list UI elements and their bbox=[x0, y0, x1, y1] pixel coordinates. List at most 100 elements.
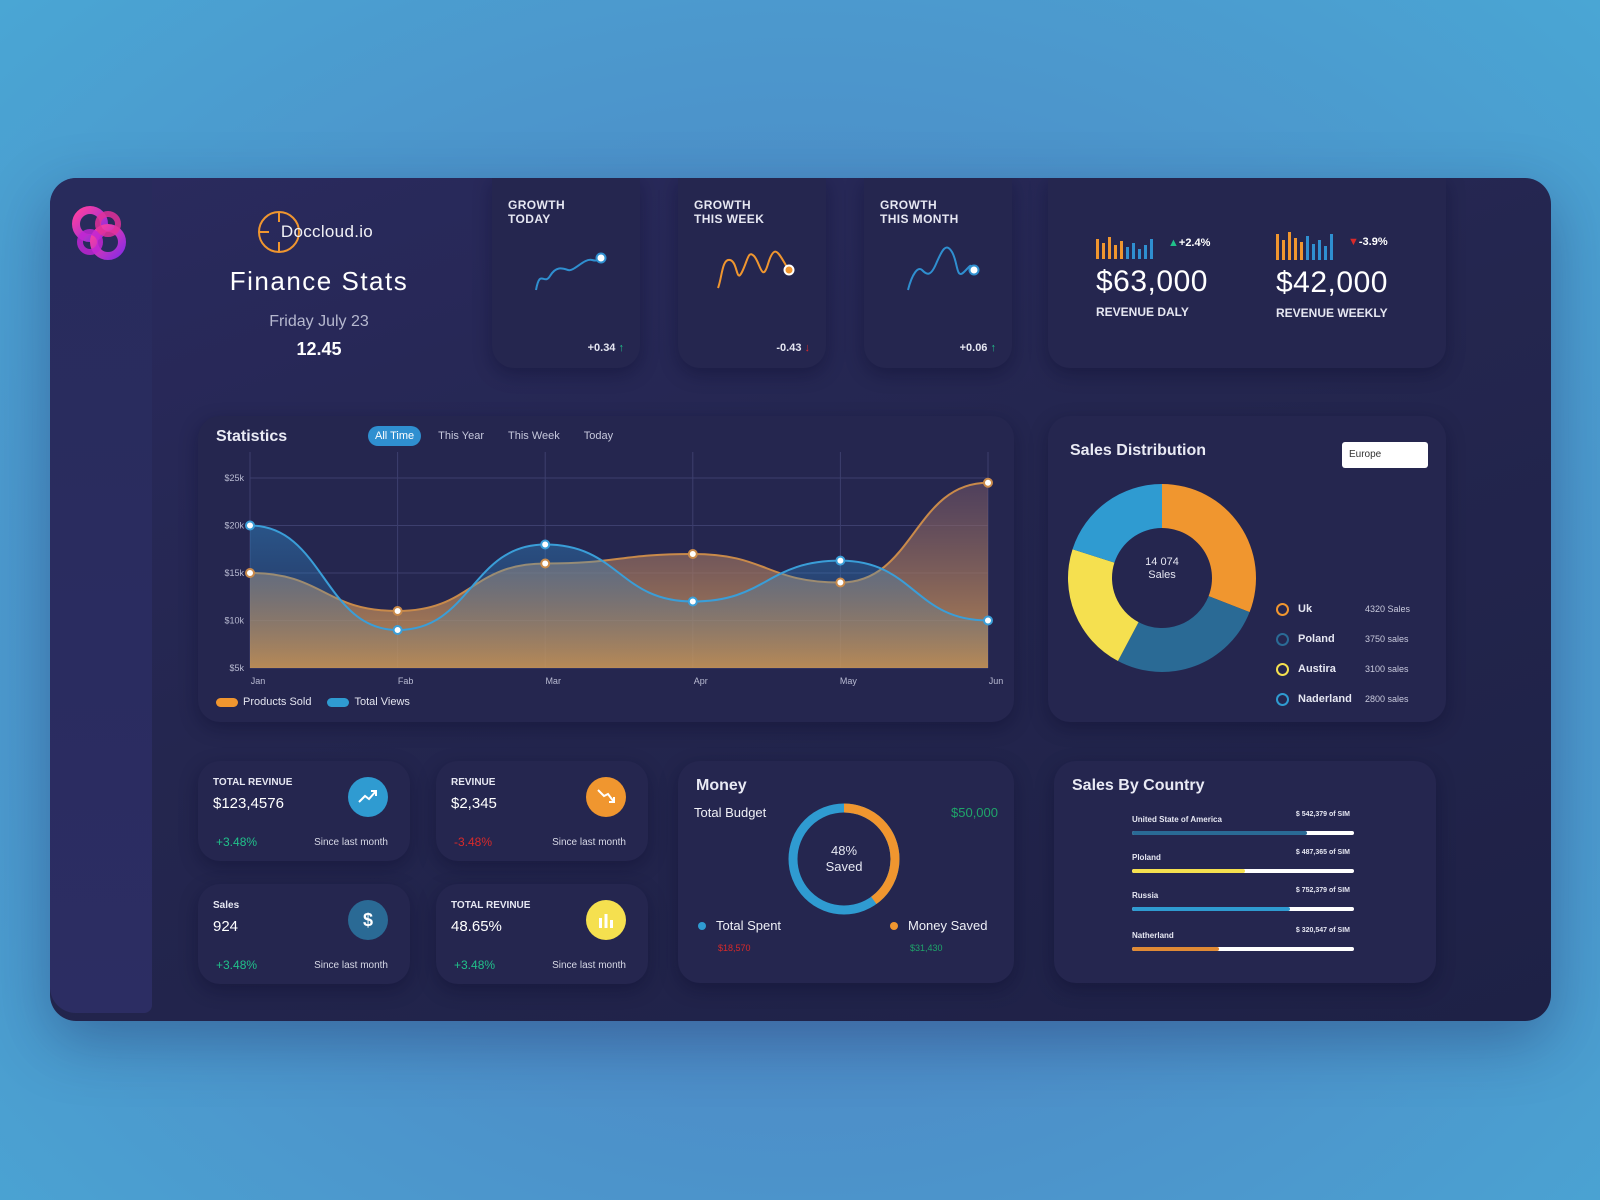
legend-total-views[interactable]: Total Views bbox=[327, 696, 410, 708]
legend-products-sold[interactable]: Products Sold bbox=[216, 696, 311, 708]
kpi-change: +3.48% bbox=[216, 958, 258, 972]
data-point bbox=[687, 549, 698, 559]
tab-this-week[interactable]: This Week bbox=[508, 430, 560, 442]
x-tick-label: Jan bbox=[251, 676, 266, 686]
legend-item-name: Naderland bbox=[1298, 693, 1352, 705]
revenue-weekly: ▼-3.9% $42,000 REVENUE WEEKLY bbox=[1276, 230, 1388, 320]
y-tick-label: $25k bbox=[224, 473, 244, 483]
kpi-sales-card[interactable]: Sales 924 $ +3.48% Since last month bbox=[198, 884, 410, 984]
kpi-value: $2,345 bbox=[451, 795, 497, 812]
revenue-weekly-change-text: -3.9% bbox=[1358, 236, 1388, 248]
trend-up-icon bbox=[348, 777, 388, 817]
series-line bbox=[249, 524, 989, 632]
money-card: Money Total Budget $50,000 48% Saved Tot… bbox=[678, 761, 1014, 983]
triangle-up-icon: ▲ bbox=[1168, 237, 1179, 249]
growth-month-value: +0.06 ↑ bbox=[960, 342, 996, 354]
growth-month-title: GROWTH THIS MONTH bbox=[880, 198, 959, 226]
data-point bbox=[835, 555, 846, 566]
data-point bbox=[540, 558, 551, 569]
growth-week-card[interactable]: GROWTH THIS WEEK -0.43 ↓ bbox=[678, 178, 826, 368]
trend-down-icon bbox=[586, 777, 626, 817]
legend-label: Products Sold bbox=[243, 696, 312, 708]
legend-item-value: 3100 sales bbox=[1365, 664, 1409, 674]
ring-icon bbox=[1276, 632, 1289, 646]
revenue-daily-bars-icon bbox=[1096, 237, 1153, 259]
bar-chart-icon bbox=[586, 900, 626, 940]
growth-title-line1: GROWTH bbox=[508, 198, 566, 212]
tab-this-year[interactable]: This Year bbox=[438, 430, 484, 442]
y-tick-label: $15k bbox=[224, 568, 244, 578]
country-row: Russia $ 752,379 of SIM bbox=[1132, 887, 1354, 919]
revenue-weekly-amount: $42,000 bbox=[1276, 266, 1388, 299]
country-value: $ 320,547 of SIM bbox=[1295, 927, 1350, 934]
kpi-revenue-card[interactable]: REVINUE $2,345 -3.48% Since last month bbox=[436, 761, 648, 861]
legend-item: Austira 3100 sales bbox=[1276, 654, 1426, 684]
money-legend-spent: Total Spent bbox=[698, 918, 781, 933]
growth-value-text: -0.43 bbox=[776, 342, 802, 354]
growth-week-sparkline bbox=[717, 250, 795, 289]
donut-slice bbox=[1162, 484, 1256, 613]
region-select[interactable]: Europe bbox=[1342, 442, 1428, 468]
donut-center-caption: Sales bbox=[1148, 569, 1176, 581]
y-tick-label: $20k bbox=[224, 521, 244, 531]
kpi-total-revenue-pct-card[interactable]: TOTAL REVINUE 48.65% +3.48% Since last m… bbox=[436, 884, 648, 984]
kpi-since: Since last month bbox=[314, 837, 388, 848]
series-area bbox=[250, 525, 988, 668]
growth-title-line1: GROWTH bbox=[694, 198, 752, 212]
tab-today[interactable]: Today bbox=[583, 430, 614, 442]
dollar-icon: $ bbox=[348, 900, 388, 940]
legend-swatch-orange bbox=[216, 697, 238, 707]
legend-item: Naderland 2800 sales bbox=[1276, 684, 1426, 714]
money-center-label: 48% Saved bbox=[786, 801, 902, 917]
country-bar-track bbox=[1132, 907, 1354, 911]
sidebar bbox=[50, 178, 152, 1013]
x-tick-label: Jun bbox=[989, 676, 1004, 686]
data-point bbox=[392, 606, 403, 616]
country-bar-track bbox=[1132, 947, 1354, 951]
money-saved-ring bbox=[788, 803, 900, 915]
statistics-chart: $5k $10k $15k $20k $25k Jan Fab Mar Apr May Jun bbox=[224, 452, 1004, 686]
kpi-change: +3.48% bbox=[216, 835, 258, 849]
kpi-value: 924 bbox=[213, 918, 239, 935]
y-tick-label: $10k bbox=[224, 616, 244, 626]
kpi-since: Since last month bbox=[314, 960, 388, 971]
revenue-weekly-label: REVENUE WEEKLY bbox=[1276, 306, 1388, 320]
growth-today-value: +0.34 ↑ bbox=[588, 342, 624, 354]
revenue-card: ▲+2.4% $63,000 REVENUE DALY ▼-3.9% $42,0… bbox=[1048, 178, 1446, 368]
data-point bbox=[687, 596, 698, 607]
revenue-daily: ▲+2.4% $63,000 REVENUE DALY bbox=[1096, 233, 1210, 319]
donut-center-label: 14 074 Sales bbox=[1112, 556, 1212, 582]
revenue-daily-label: REVENUE DALY bbox=[1096, 305, 1189, 319]
country-value: $ 752,379 of SIM bbox=[1295, 887, 1350, 894]
statistics-title: Statistics bbox=[216, 428, 288, 445]
money-saved-value: $31,430 bbox=[910, 943, 943, 953]
legend-label: Total Views bbox=[354, 696, 410, 708]
x-tick-label: Fab bbox=[398, 676, 414, 686]
country-bar-track bbox=[1132, 869, 1354, 873]
country-bar-fill bbox=[1132, 831, 1308, 835]
growth-month-card[interactable]: GROWTH THIS MONTH +0.06 ↑ bbox=[864, 178, 1012, 368]
app-logo-icon[interactable] bbox=[68, 202, 130, 264]
kpi-value: 48.65% bbox=[451, 918, 502, 935]
kpi-value: $123,4576 bbox=[213, 795, 284, 812]
x-tick-label: Mar bbox=[545, 676, 561, 686]
kpi-total-revenue-card[interactable]: TOTAL REVINUE $123,4576 +3.48% Since las… bbox=[198, 761, 410, 861]
dashboard-frame: Doccloud.io Finance Stats Friday July 23… bbox=[50, 178, 1551, 1021]
money-title: Money bbox=[696, 777, 747, 794]
growth-today-card[interactable]: GROWTH TODAY +0.34 ↑ bbox=[492, 178, 640, 368]
y-tick-label: $5k bbox=[229, 663, 244, 673]
kpi-since: Since last month bbox=[552, 837, 626, 848]
legend-item-value: 4320 Sales bbox=[1365, 604, 1411, 614]
ring-icon bbox=[1276, 692, 1289, 706]
sales-distribution-title: Sales Distribution bbox=[1070, 442, 1207, 459]
money-budget-label: Total Budget bbox=[694, 805, 767, 820]
statistics-tabs: All Time This Year This Week Today bbox=[368, 426, 620, 446]
money-saved-label: Money Saved bbox=[908, 918, 988, 933]
country-row: Ploland $ 487,365 of SIM bbox=[1132, 849, 1354, 881]
kpi-label: TOTAL REVINUE bbox=[213, 777, 293, 788]
growth-title-line2: THIS WEEK bbox=[694, 212, 765, 226]
country-name: Russia bbox=[1132, 891, 1159, 900]
country-row: Natherland $ 320,547 of SIM bbox=[1132, 927, 1354, 959]
data-point bbox=[835, 577, 846, 588]
tab-all-time[interactable]: All Time bbox=[368, 426, 422, 446]
